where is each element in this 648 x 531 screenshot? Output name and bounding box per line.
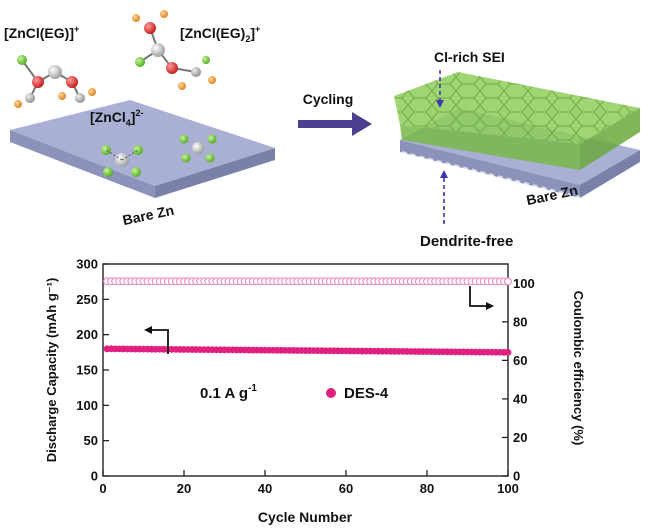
y-right-tick-label: 20	[513, 430, 527, 445]
cycling-label: Cycling	[303, 91, 354, 107]
zncl4-cluster-1	[101, 145, 143, 177]
zncl4-sup: 2-	[135, 108, 143, 118]
x-axis-title: Cycle Number	[258, 509, 353, 525]
capacity-axis-pointer	[150, 329, 169, 354]
y-right-tick-label: 100	[513, 276, 535, 291]
y-axis-right: 0 20 40 60 80 100	[502, 276, 535, 484]
zncl-eg2-molecule	[132, 10, 216, 90]
series-ce	[103, 277, 512, 286]
y-left-tick-label: 300	[76, 257, 98, 272]
zncl-eg2-text: [ZnCl(EG)	[180, 25, 245, 41]
rate-annotation-sup: -1	[248, 383, 257, 394]
capacity-point	[504, 348, 512, 356]
y-right-tick-label: 60	[513, 353, 527, 368]
y-left-tick-label: 50	[84, 433, 98, 448]
legend-label: DES-4	[344, 385, 389, 402]
zncl-eg-sup: +	[74, 24, 79, 34]
x-tick-label: 20	[177, 481, 191, 496]
y-right-tick-label: 80	[513, 314, 527, 329]
y-left-tick-label: 100	[76, 398, 98, 413]
zncl-eg2-label: [ZnCl(EG)2]+	[180, 24, 260, 44]
y-left-tick-label: 250	[76, 292, 98, 307]
ce-axis-pointer	[469, 286, 488, 307]
x-tick-label: 0	[99, 481, 106, 496]
legend-marker	[326, 388, 336, 398]
zncl4-text: [ZnCl	[90, 109, 126, 125]
zncl4-sub: 4	[126, 118, 131, 128]
x-tick-label: 100	[497, 481, 519, 496]
y-axis-right-title: Coulombic efficiency (%)	[571, 291, 586, 446]
zncl-eg-label: [ZnCl(EG)]+	[4, 24, 79, 41]
x-tick-label: 40	[258, 481, 272, 496]
capacity-axis-pointer-head	[144, 326, 152, 334]
x-tick-label: 60	[339, 481, 353, 496]
rate-annotation-text: 0.1 A g	[200, 385, 248, 402]
rate-annotation: 0.1 A g-1	[200, 383, 257, 402]
y-left-tick-label: 0	[91, 469, 98, 484]
y-left-tick-label: 200	[76, 327, 98, 342]
y-axis-left-title: Discharge Capacity (mAh g⁻¹)	[44, 278, 59, 463]
y-left-tick-label: 150	[76, 363, 98, 378]
y-right-tick-label: 0	[513, 469, 520, 484]
ce-point	[504, 277, 512, 286]
zncl-eg2-sub: 2	[245, 34, 250, 44]
zncl4-label: [ZnCl4]2-	[90, 108, 143, 128]
left-zn-plate	[10, 100, 275, 198]
y-right-tick-label: 40	[513, 391, 527, 406]
sei-pointer-head	[436, 100, 444, 108]
series-capacity	[103, 345, 512, 356]
plot-frame	[102, 263, 509, 477]
y-axis-left: 0 50 100 150 200 250 300	[76, 257, 109, 484]
zncl-eg2-sup: +	[255, 24, 260, 34]
left-plate-label: Bare Zn	[121, 202, 175, 228]
zncl-eg-molecule	[14, 55, 96, 108]
cycling-chart: 0 20 40 60 80 100 0 50 100 150 200 250 300 0 20 40 60 8…	[44, 257, 586, 526]
ce-axis-pointer-head	[486, 302, 494, 310]
zncl-eg2-close: ]	[250, 25, 255, 41]
x-axis: 0 20 40 60 80 100	[99, 470, 519, 496]
zncl4-close: ]	[131, 109, 136, 125]
sei-layer	[394, 72, 640, 170]
zncl-eg-text: [ZnCl(EG)]	[4, 25, 74, 41]
sei-label: Cl-rich SEI	[434, 49, 505, 65]
zncl4-cluster-2	[179, 134, 217, 163]
cycling-arrow	[298, 112, 372, 136]
dendrite-label: Dendrite-free	[420, 233, 513, 250]
x-tick-label: 80	[420, 481, 434, 496]
dendrite-pointer-head	[440, 170, 448, 178]
